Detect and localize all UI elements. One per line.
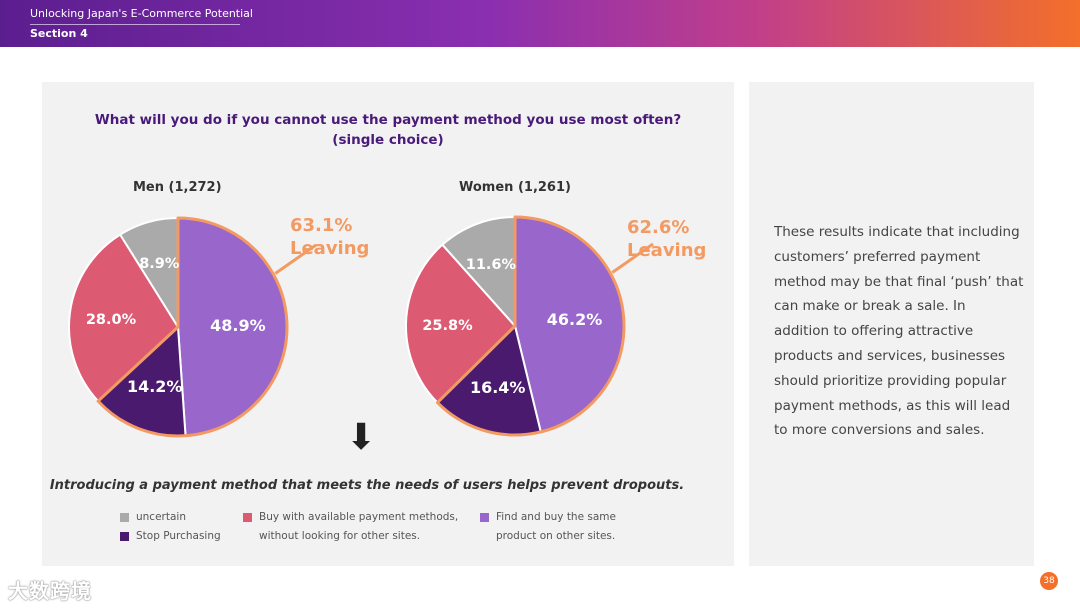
women-value-label-2: 25.8%	[422, 318, 473, 334]
legend-item-other-sites: Find and buy the same product on other s…	[480, 508, 616, 546]
legend-label: Stop Purchasing	[136, 530, 221, 542]
men-value-label-3: 8.9%	[139, 256, 180, 272]
legend-label-line-2: product on other sites.	[496, 530, 616, 542]
women-callout-line	[611, 242, 654, 274]
legend-swatch	[120, 532, 129, 541]
men-leaving-label: Leaving	[290, 238, 370, 259]
men-leaving-value: 63.1%	[290, 215, 353, 236]
women-slice-3	[440, 215, 516, 329]
survey-question: What will you do if you cannot use the p…	[42, 110, 734, 150]
women-leaving-label: Leaving	[627, 240, 707, 261]
legend-swatch	[480, 513, 489, 522]
header-divider	[30, 24, 240, 25]
women-value-label-3: 11.6%	[466, 257, 517, 273]
women-pie-title: Women (1,261)	[459, 180, 571, 195]
question-line-2: (single choice)	[332, 132, 444, 148]
legend-label: uncertain	[136, 511, 186, 523]
legend-swatch	[243, 513, 252, 522]
deck-title: Unlocking Japan's E-Commerce Potential	[30, 7, 253, 20]
women-leaving-callout: 62.6% Leaving	[627, 216, 706, 262]
men-pie-title: Men (1,272)	[133, 180, 222, 195]
legend-item-buy-available: Buy with available payment methods, with…	[243, 508, 458, 546]
insight-paragraph: These results indicate that including cu…	[774, 224, 1024, 439]
down-arrow-icon: ⬇	[346, 417, 377, 458]
men-slice-2	[68, 233, 180, 403]
men-value-label-2: 28.0%	[86, 312, 137, 328]
section-label: Section 4	[30, 27, 88, 40]
legend-label-line-2: without looking for other sites.	[259, 530, 421, 542]
text-panel	[749, 82, 1034, 566]
women-slice-2	[404, 243, 517, 405]
question-line-1: What will you do if you cannot use the p…	[94, 112, 682, 128]
men-leaving-outline	[96, 216, 289, 438]
legend-label: Buy with available payment methods,	[259, 511, 459, 523]
legend-swatch	[120, 513, 129, 522]
women-leaving-outline	[435, 215, 626, 437]
men-value-label-0: 48.9%	[210, 316, 266, 335]
men-callout-line	[274, 243, 317, 275]
women-value-label-1: 16.4%	[470, 378, 526, 397]
women-leaving-value: 62.6%	[627, 217, 690, 238]
women-value-label-0: 46.2%	[547, 310, 603, 329]
page-number: 38	[1040, 572, 1058, 590]
legend-item-stop-purchasing: Stop Purchasing	[120, 527, 221, 546]
legend-item-uncertain: uncertain	[120, 508, 186, 527]
watermark-logo: 大数跨境	[8, 579, 92, 603]
men-value-label-1: 14.2%	[127, 377, 183, 396]
legend-label: Find and buy the same	[496, 511, 616, 523]
men-leaving-callout: 63.1% Leaving	[290, 214, 369, 260]
header-bar: Unlocking Japan's E-Commerce Potential S…	[0, 0, 1080, 47]
conclusion-text: Introducing a payment method that meets …	[49, 478, 685, 493]
